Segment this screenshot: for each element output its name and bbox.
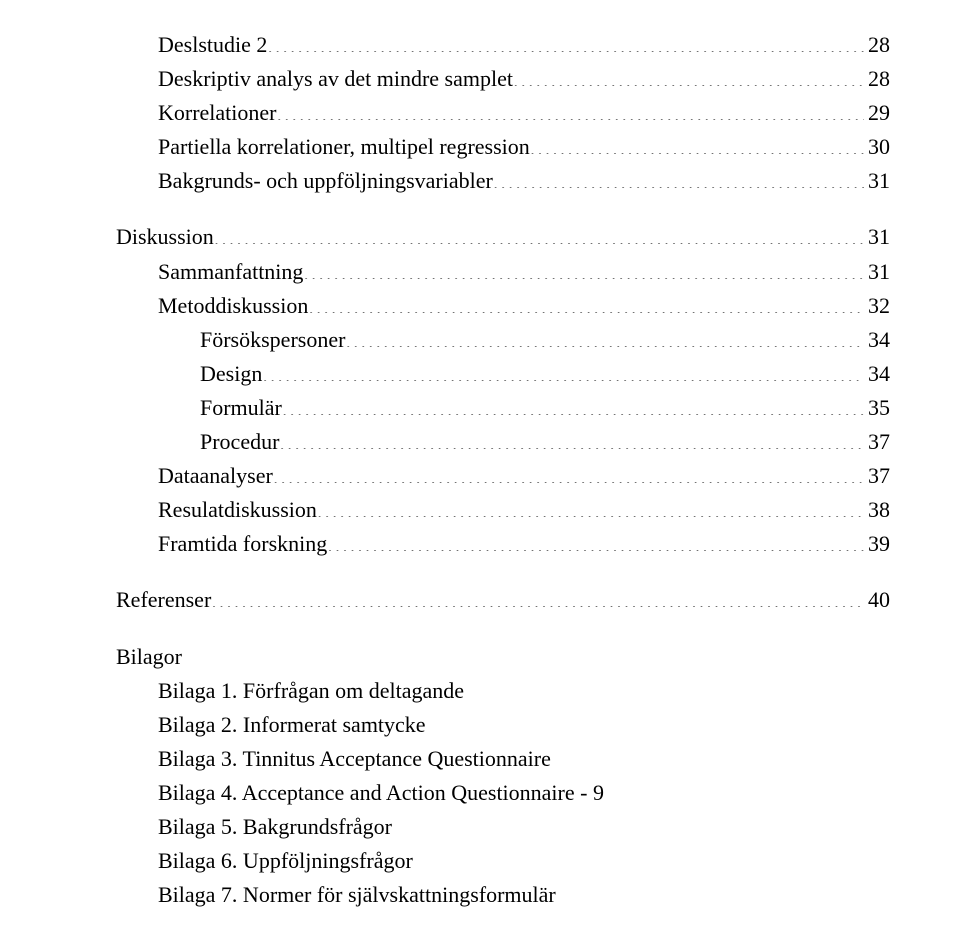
toc-entry-label: Försökspersoner bbox=[200, 323, 345, 357]
toc-entry-page: 34 bbox=[864, 357, 890, 391]
toc-entry: Deslstudie 2 28 bbox=[116, 28, 890, 62]
toc-leader-dots bbox=[426, 710, 890, 732]
toc-entry-page: 39 bbox=[864, 527, 890, 561]
toc-leader-dots bbox=[262, 359, 864, 381]
toc-entry-page: 31 bbox=[864, 220, 890, 254]
toc-entry: Bilagor bbox=[116, 640, 890, 674]
toc-leader-dots bbox=[551, 744, 890, 766]
toc-entry: Procedur 37 bbox=[116, 425, 890, 459]
toc-entry: Korrelationer 29 bbox=[116, 96, 890, 130]
toc-leader-dots bbox=[308, 291, 864, 313]
toc-entry-label: Bilaga 2. Informerat samtycke bbox=[158, 708, 426, 742]
toc-entry: Design 34 bbox=[116, 357, 890, 391]
toc-entry-page: 28 bbox=[864, 62, 890, 96]
toc-entry-page: 31 bbox=[864, 164, 890, 198]
toc-entry-label: Bilaga 6. Uppföljningsfrågor bbox=[158, 844, 413, 878]
toc-leader-dots bbox=[214, 222, 864, 244]
toc-leader-dots bbox=[556, 880, 890, 902]
toc-entry-label: Diskussion bbox=[116, 220, 214, 254]
toc-entry-page: 35 bbox=[864, 391, 890, 425]
toc-entry: Partiella korrelationer, multipel regres… bbox=[116, 130, 890, 164]
toc-entry: Bilaga 2. Informerat samtycke bbox=[116, 708, 890, 742]
table-of-contents: Deslstudie 228Deskriptiv analys av det m… bbox=[0, 0, 960, 952]
toc-entry-label: Bilaga 5. Bakgrundsfrågor bbox=[158, 810, 392, 844]
toc-entry-label: Bilagor bbox=[116, 640, 182, 674]
toc-entry: Bilaga 4. Acceptance and Action Question… bbox=[116, 776, 890, 810]
toc-leader-dots bbox=[317, 495, 864, 517]
toc-entry: Bilaga 1. Förfrågan om deltagande bbox=[116, 674, 890, 708]
toc-entry-label: Framtida forskning bbox=[158, 527, 327, 561]
toc-entry-page: 29 bbox=[864, 96, 890, 130]
toc-entry: Sammanfattning 31 bbox=[116, 255, 890, 289]
toc-entry-label: Korrelationer bbox=[158, 96, 277, 130]
toc-entry-page: 34 bbox=[864, 323, 890, 357]
toc-leader-dots bbox=[530, 132, 864, 154]
toc-entry: Bakgrunds- och uppföljningsvariabler 31 bbox=[116, 164, 890, 198]
toc-entry-label: Deskriptiv analys av det mindre samplet bbox=[158, 62, 513, 96]
toc-entry-page: 37 bbox=[864, 459, 890, 493]
toc-entry: Bilaga 3. Tinnitus Acceptance Questionna… bbox=[116, 742, 890, 776]
toc-entry: Framtida forskning 39 bbox=[116, 527, 890, 561]
toc-entry-page: 37 bbox=[864, 425, 890, 459]
toc-entry: Formulär 35 bbox=[116, 391, 890, 425]
toc-entry-label: Deslstudie 2 bbox=[158, 28, 267, 62]
toc-entry-label: Metoddiskussion bbox=[158, 289, 308, 323]
toc-entry-label: Formulär bbox=[200, 391, 282, 425]
toc-entry-label: Design bbox=[200, 357, 262, 391]
toc-leader-dots bbox=[273, 461, 864, 483]
toc-entry-label: Bilaga 1. Förfrågan om deltagande bbox=[158, 674, 464, 708]
toc-entry: Deskriptiv analys av det mindre samplet 2… bbox=[116, 62, 890, 96]
toc-leader-dots bbox=[413, 846, 890, 868]
toc-entry-page: 30 bbox=[864, 130, 890, 164]
toc-entry: Resulatdiskussion 38 bbox=[116, 493, 890, 527]
toc-entry-label: Bilaga 7. Normer för självskattningsform… bbox=[158, 878, 556, 912]
toc-entry-label: Bilaga 3. Tinnitus Acceptance Questionna… bbox=[158, 742, 551, 776]
toc-leader-dots bbox=[303, 257, 864, 279]
toc-leader-dots bbox=[282, 393, 864, 415]
toc-leader-dots bbox=[267, 30, 864, 52]
toc-entry-label: Dataanalyser bbox=[158, 459, 273, 493]
toc-entry: Diskussion 31 bbox=[116, 220, 890, 254]
toc-entry: Bilaga 6. Uppföljningsfrågor bbox=[116, 844, 890, 878]
toc-entry-label: Bakgrunds- och uppföljningsvariabler bbox=[158, 164, 493, 198]
toc-entry-page: 32 bbox=[864, 289, 890, 323]
toc-entry: Bilaga 5. Bakgrundsfrågor bbox=[116, 810, 890, 844]
toc-entry: Dataanalyser 37 bbox=[116, 459, 890, 493]
toc-entry: Metoddiskussion 32 bbox=[116, 289, 890, 323]
toc-entry: Referenser 40 bbox=[116, 583, 890, 617]
toc-entry: Bilaga 7. Normer för självskattningsform… bbox=[116, 878, 890, 912]
toc-leader-dots bbox=[327, 529, 864, 551]
toc-leader-dots bbox=[493, 166, 864, 188]
toc-leader-dots bbox=[392, 812, 890, 834]
toc-entry-label: Partiella korrelationer, multipel regres… bbox=[158, 130, 530, 164]
toc-leader-dots bbox=[464, 676, 890, 698]
toc-entry-page: 38 bbox=[864, 493, 890, 527]
toc-entry-page: 28 bbox=[864, 28, 890, 62]
toc-entry-label: Sammanfattning bbox=[158, 255, 303, 289]
toc-entry-page: 40 bbox=[864, 583, 890, 617]
toc-leader-dots bbox=[279, 427, 864, 449]
toc-leader-dots bbox=[345, 325, 864, 347]
toc-leader-dots bbox=[277, 98, 865, 120]
toc-entry-page: 31 bbox=[864, 255, 890, 289]
toc-entry: Försökspersoner 34 bbox=[116, 323, 890, 357]
toc-leader-dots bbox=[211, 585, 864, 607]
toc-leader-dots bbox=[513, 64, 864, 86]
toc-leader-dots bbox=[604, 778, 890, 800]
toc-entry-label: Resulatdiskussion bbox=[158, 493, 317, 527]
toc-entry-label: Procedur bbox=[200, 425, 279, 459]
toc-entry-label: Referenser bbox=[116, 583, 211, 617]
toc-leader-dots bbox=[182, 642, 890, 664]
toc-entry-label: Bilaga 4. Acceptance and Action Question… bbox=[158, 776, 604, 810]
